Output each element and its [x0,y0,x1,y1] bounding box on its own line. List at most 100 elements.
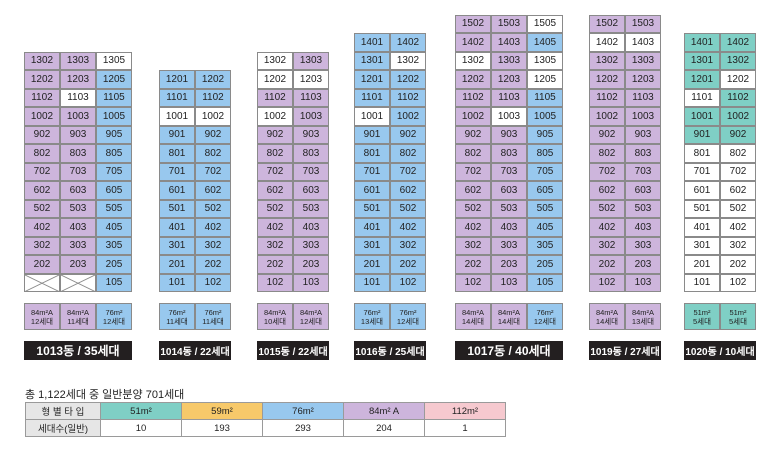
unit-cell: 1001 [159,107,195,126]
unit-cell: 101 [354,273,390,292]
unit-cell: 1201 [354,70,390,89]
unit-cell: 302 [589,236,625,255]
unit-cell: 301 [159,236,195,255]
unit-cell: 402 [195,218,231,237]
unit-cell: 903 [293,125,329,144]
unit-cell: 1302 [455,51,491,70]
unit-cell: 1203 [293,70,329,89]
building-name-label: 1013동 / 35세대 [24,341,132,360]
column-type-area: 76m² [105,307,123,317]
column-type-label: 76m² 12세대 [96,303,132,330]
unit-cell: 905 [96,125,132,144]
unit-cell: 1202 [390,70,426,89]
column-type-area: 76m² [168,307,186,317]
unit-cell: 801 [159,144,195,163]
unit-cell: 1102 [257,88,293,107]
unit-cell: 1402 [589,33,625,52]
unit-cell: 302 [195,236,231,255]
unit-cell: 1401 [684,33,720,52]
unit-cell: 802 [455,144,491,163]
building-name-label: 1015동 / 22세대 [257,341,329,360]
unit-cell: 603 [60,181,96,200]
unit-cell: 102 [390,273,426,292]
unit-cell: 1102 [195,88,231,107]
unit-cell: 803 [60,144,96,163]
unit-cell: 1003 [293,107,329,126]
unit-cell: 705 [527,162,563,181]
unit-cell: 501 [684,199,720,218]
unit-cell: 303 [625,236,661,255]
unit-cell: 303 [491,236,527,255]
unit-cell: 803 [293,144,329,163]
column-type-label: 84m²A 14세대 [589,303,625,330]
unit-cell: 801 [354,144,390,163]
unit-cell: 503 [293,199,329,218]
unit-cell: 203 [60,255,96,274]
column-type-area: 84m²A [631,307,655,317]
unit-cell: 502 [589,199,625,218]
unit-cell: 1401 [354,33,390,52]
column-type-count: 13세대 [631,316,655,326]
unit-cell: 1203 [625,70,661,89]
legend-count-76: 293 [262,419,344,437]
unit-cell: 502 [720,199,756,218]
unit-cell: 602 [390,181,426,200]
unit-cell: 605 [96,181,132,200]
legend-count-59: 193 [181,419,263,437]
column-type-label: 76m² 12세대 [390,303,426,330]
unit-cell: 1202 [24,70,60,89]
unit-cell: 1303 [491,51,527,70]
unit-cell: 1303 [293,51,329,70]
column-type-count: 13세대 [360,316,384,326]
unit-cell: 302 [455,236,491,255]
unit-cell: 502 [257,199,293,218]
unit-cell: 605 [527,181,563,200]
empty-unit-cell [24,273,60,292]
unit-cell: 602 [257,181,293,200]
unit-cell: 602 [589,181,625,200]
unit-cell: 1002 [390,107,426,126]
unit-cell: 203 [491,255,527,274]
building-name-label: 1019동 / 27세대 [589,341,661,360]
unit-cell: 1302 [24,51,60,70]
unit-cell: 302 [257,236,293,255]
building-name-label: 1016동 / 25세대 [354,341,426,360]
unit-cell: 802 [720,144,756,163]
unit-cell: 505 [527,199,563,218]
column-type-label: 76m² 13세대 [354,303,390,330]
unit-cell: 903 [491,125,527,144]
unit-cell: 802 [24,144,60,163]
unit-cell: 303 [293,236,329,255]
unit-cell: 703 [293,162,329,181]
unit-cell: 401 [354,218,390,237]
unit-cell: 502 [195,199,231,218]
unit-cell: 202 [589,255,625,274]
unit-cell: 603 [491,181,527,200]
column-type-label: 76m² 11세대 [159,303,195,330]
empty-unit-cell [60,273,96,292]
column-type-area: 76m² [399,307,417,317]
column-type-area: 84m²A [66,307,90,317]
unit-cell: 603 [293,181,329,200]
legend-count-row: 세대수(일반) 10 193 293 204 1 [25,419,506,437]
unit-cell: 1002 [195,107,231,126]
unit-cell: 702 [24,162,60,181]
unit-cell: 205 [527,255,563,274]
legend-type-84a: 84m² A [343,402,425,420]
unit-cell: 702 [390,162,426,181]
unit-cell: 402 [589,218,625,237]
unit-cell: 403 [625,218,661,237]
unit-cell: 601 [354,181,390,200]
unit-cell: 901 [354,125,390,144]
unit-cell: 1402 [390,33,426,52]
column-type-area: 76m² [536,307,554,317]
unit-cell: 1305 [96,51,132,70]
building-name-label: 1017동 / 40세대 [455,341,563,360]
column-type-label: 84m²A 12세대 [293,303,329,330]
column-type-label: 51m² 5세대 [684,303,720,330]
unit-cell: 702 [257,162,293,181]
unit-cell: 602 [455,181,491,200]
unit-cell: 1203 [491,70,527,89]
column-type-count: 12세대 [533,316,557,326]
unit-cell: 501 [354,199,390,218]
